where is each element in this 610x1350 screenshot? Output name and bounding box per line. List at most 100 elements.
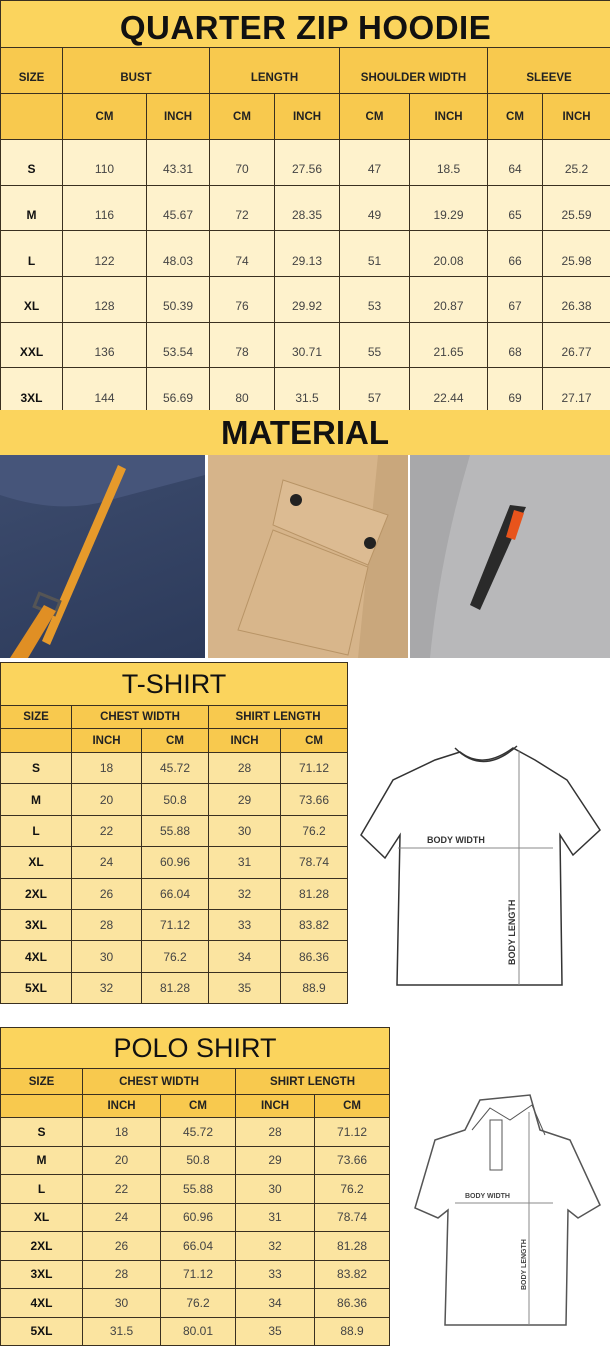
size-cell: XL (0, 276, 63, 323)
value-cell: 116 (62, 184, 147, 232)
value-cell: 29 (235, 1145, 315, 1175)
value-cell: 71.12 (160, 1259, 236, 1289)
body-width-label: BODY WIDTH (465, 1193, 510, 1200)
unit-header-inch: INCH (146, 93, 210, 140)
value-cell: 81.28 (279, 877, 349, 910)
khaki-flap-pocket-image (237, 455, 408, 658)
value-cell: 19.29 (409, 184, 488, 232)
polo-size-table: POLO SHIRT SIZE CHEST WIDTH SHIRT LENGTH INC… (0, 1027, 391, 1346)
value-cell: 30 (71, 940, 142, 973)
value-cell: 83.82 (279, 908, 349, 942)
table-row: XL 24 60.96 31 78.74 (0, 846, 349, 879)
size-cell: XL (0, 846, 72, 879)
value-cell: 18 (82, 1117, 161, 1147)
unit-header-inch: INCH (71, 728, 142, 753)
value-cell: 71.12 (279, 751, 349, 785)
table-row: L 22 55.88 30 76.2 (0, 1174, 391, 1204)
size-cell: M (0, 184, 63, 232)
size-cell: M (0, 783, 72, 816)
value-cell: 25.98 (541, 230, 610, 278)
table-row: XL 24 60.96 31 78.74 (0, 1202, 391, 1232)
value-cell: 48.03 (146, 230, 210, 278)
value-cell: 32 (235, 1231, 315, 1261)
size-cell: L (0, 230, 63, 278)
value-cell: 31 (208, 846, 281, 879)
value-cell: 78.74 (313, 1202, 391, 1232)
table-row: 3XL 28 71.12 33 83.82 (0, 908, 349, 942)
column-header-chest-width: CHEST WIDTH (71, 705, 209, 729)
column-header-shoulder-width: SHOULDER WIDTH (339, 47, 488, 94)
column-header-sleeve: SLEEVE (486, 47, 610, 94)
value-cell: 110 (62, 139, 147, 186)
table-row: 4XL 30 76.2 34 86.36 (0, 1288, 391, 1318)
value-cell: 71.12 (313, 1117, 391, 1147)
unit-header-blank (0, 1094, 83, 1118)
value-cell: 24 (82, 1202, 161, 1232)
value-cell: 20 (71, 783, 142, 816)
table-title: T-SHIRT (0, 662, 349, 706)
value-cell: 22 (71, 814, 142, 848)
unit-header-inch: INCH (235, 1094, 315, 1118)
body-length-label: BODY LENGTH (507, 900, 517, 965)
value-cell: 60.96 (141, 846, 209, 879)
value-cell: 51 (339, 230, 410, 278)
size-cell: 4XL (0, 940, 72, 973)
table-row: 2XL 26 66.04 32 81.28 (0, 877, 349, 910)
value-cell: 86.36 (313, 1288, 391, 1318)
value-cell: 76.2 (313, 1174, 391, 1204)
unit-header-cm: CM (209, 93, 275, 140)
value-cell: 73.66 (313, 1145, 391, 1175)
size-cell: 2XL (0, 877, 72, 910)
value-cell: 25.59 (541, 184, 610, 232)
unit-header-row: INCH CM INCH CM (0, 728, 349, 753)
size-cell: 4XL (0, 1288, 83, 1318)
value-cell: 80 (209, 367, 275, 415)
column-header-shirt-length: SHIRT LENGTH (234, 1068, 391, 1095)
value-cell: 83.82 (313, 1259, 391, 1289)
column-header-size: SIZE (0, 1068, 83, 1095)
size-cell: 3XL (0, 1259, 83, 1289)
table-row: 2XL 26 66.04 32 81.28 (0, 1231, 391, 1261)
value-cell: 66.04 (160, 1231, 236, 1261)
value-cell: 81.28 (141, 971, 209, 1005)
size-cell: 3XL (0, 908, 72, 942)
value-cell: 122 (62, 230, 147, 278)
table-row: 5XL 32 81.28 35 88.9 (0, 971, 349, 1005)
value-cell: 76.2 (141, 940, 209, 973)
value-cell: 26 (71, 877, 142, 910)
value-cell: 28 (71, 908, 142, 942)
size-cell: 5XL (0, 1316, 83, 1346)
value-cell: 88.9 (279, 971, 349, 1005)
size-cell: S (0, 139, 63, 186)
table-row: M 20 50.8 29 73.66 (0, 1145, 391, 1175)
value-cell: 33 (235, 1259, 315, 1289)
unit-header-row: INCH CM INCH CM (0, 1094, 391, 1118)
value-cell: 69 (487, 367, 543, 415)
value-cell: 45.72 (160, 1117, 236, 1147)
value-cell: 88.9 (313, 1316, 391, 1346)
value-cell: 60.96 (160, 1202, 236, 1232)
table-title: QUARTER ZIP HOODIE (0, 0, 610, 48)
material-photo-grey (410, 455, 610, 658)
unit-header-cm: CM (313, 1094, 391, 1118)
unit-header-blank (0, 728, 72, 753)
value-cell: 30.71 (274, 321, 340, 369)
value-cell: 30 (235, 1174, 315, 1204)
value-cell: 53.54 (146, 321, 210, 369)
size-cell: S (0, 1117, 83, 1147)
hoodie-size-table: QUARTER ZIP HOODIE SIZE BUST LENGTH SHOULDER… (0, 0, 610, 415)
value-cell: 76.2 (160, 1288, 236, 1318)
value-cell: 128 (62, 276, 147, 323)
value-cell: 31.5 (82, 1316, 161, 1346)
value-cell: 22 (82, 1174, 161, 1204)
value-cell: 20 (82, 1145, 161, 1175)
table-row: M 20 50.8 29 73.66 (0, 783, 349, 816)
body-width-label: BODY WIDTH (427, 835, 485, 845)
table-row: 3XL 28 71.12 33 83.82 (0, 1259, 391, 1289)
value-cell: 81.28 (313, 1231, 391, 1261)
value-cell: 32 (208, 877, 281, 910)
value-cell: 73.66 (279, 783, 349, 816)
value-cell: 78.74 (279, 846, 349, 879)
value-cell: 144 (62, 367, 147, 415)
table-row: M 116 45.67 72 28.35 49 19.29 65 25.59 (0, 184, 610, 232)
